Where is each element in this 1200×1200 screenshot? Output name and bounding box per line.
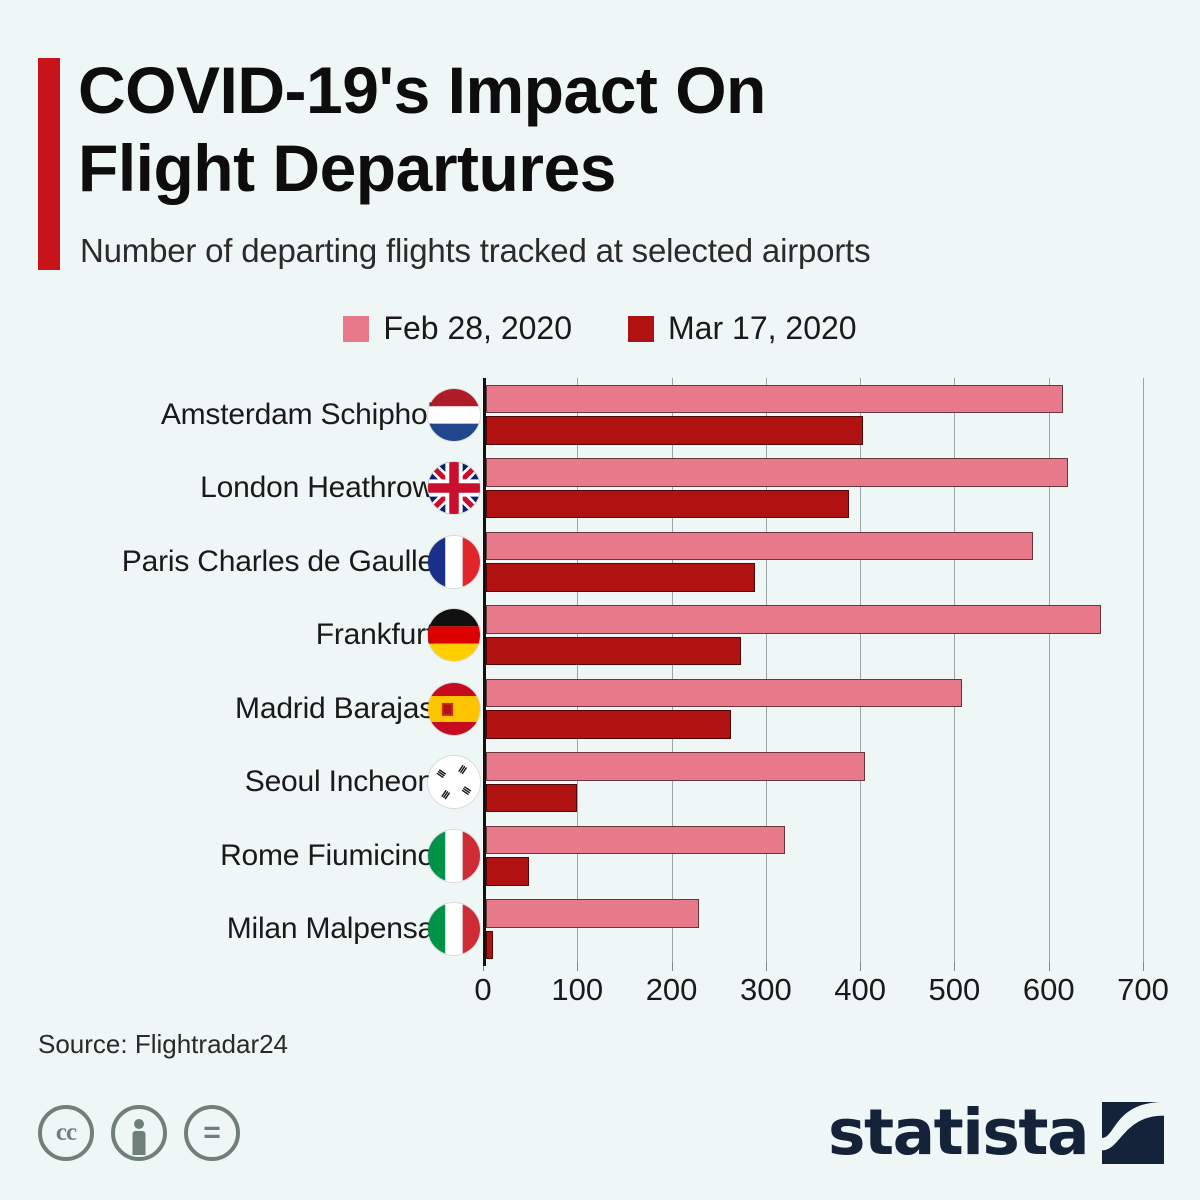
bar-feb-28-2020[interactable] — [486, 384, 1064, 414]
category-label: Frankfurt — [315, 618, 434, 652]
x-tick-400 — [860, 962, 862, 971]
category-label: Paris Charles de Gaulle — [121, 544, 434, 578]
bar-feb-28-2020[interactable] — [486, 825, 785, 855]
x-tick-500 — [954, 962, 956, 971]
bar-feb-28-2020[interactable] — [486, 752, 866, 781]
chart-rows: Amsterdam Schiphol London Heathrow Paris C… — [0, 378, 1200, 966]
legend-label-mar: Mar 17, 2020 — [668, 310, 857, 346]
legend-swatch-mar — [628, 315, 655, 342]
x-tick-100 — [577, 962, 579, 971]
x-axis: 0 100 200 300 400 500 600 700 — [0, 962, 1200, 1012]
plot-gridlines — [483, 378, 1144, 966]
page-subtitle: Number of departing flights tracked at s… — [80, 232, 871, 269]
flag-icon-germany — [428, 609, 480, 662]
x-tick-300 — [765, 962, 767, 971]
header: COVID-19's Impact On Flight Departures N… — [0, 0, 1200, 290]
bar-feb-28-2020[interactable] — [486, 899, 700, 928]
bar-mar-17-2020[interactable] — [486, 857, 530, 886]
by-person-icon[interactable] — [111, 1105, 167, 1161]
page-title: COVID-19's Impact On Flight Departures — [78, 53, 766, 205]
gridline-500 — [954, 378, 956, 966]
bar-group — [486, 525, 1186, 599]
title-accent-bar — [38, 58, 60, 270]
license-icons: cc = — [38, 1105, 240, 1161]
bar-feb-28-2020[interactable] — [486, 458, 1068, 487]
x-tick-label: 300 — [739, 972, 792, 1007]
x-tick-label: 100 — [551, 972, 604, 1007]
chart-row: Frankfurt — [0, 599, 1200, 673]
bar-mar-17-2020[interactable] — [486, 930, 493, 960]
legend-item-feb[interactable]: Feb 28, 2020 — [343, 310, 572, 347]
x-tick-0 — [483, 962, 484, 971]
bar-group — [486, 378, 1186, 452]
bar-mar-17-2020[interactable] — [486, 710, 732, 739]
chart-row: London Heathrow — [0, 452, 1200, 526]
bar-chart: Amsterdam Schiphol London Heathrow Paris C… — [0, 378, 1200, 966]
gridline-300 — [765, 378, 767, 966]
flag-icon-south-korea — [428, 756, 480, 809]
legend-label-feb: Feb 28, 2020 — [383, 310, 573, 346]
x-tick-label: 0 — [474, 972, 492, 1007]
gridline-600 — [1048, 378, 1050, 966]
x-tick-label: 500 — [928, 972, 981, 1007]
category-label: Amsterdam Schiphol — [160, 397, 434, 431]
legend-item-mar[interactable]: Mar 17, 2020 — [628, 310, 857, 347]
x-tick-label: 600 — [1022, 972, 1075, 1007]
flag-icon-united-kingdom — [428, 462, 480, 515]
statista-mark-icon — [1102, 1101, 1164, 1164]
gridline-200 — [671, 378, 673, 966]
gridline-400 — [860, 378, 862, 966]
bar-mar-17-2020[interactable] — [486, 636, 741, 666]
legend-swatch-feb — [343, 315, 370, 342]
bar-feb-28-2020[interactable] — [486, 531, 1033, 561]
category-label: Seoul Incheon — [244, 765, 434, 799]
statista-logo[interactable]: statista — [828, 1096, 1164, 1169]
flag-icon-france — [428, 535, 480, 588]
x-tick-label: 700 — [1117, 972, 1169, 1007]
flag-icon-italy — [428, 829, 480, 882]
x-tick-200 — [671, 962, 673, 971]
category-label: Rome Fiumicino — [220, 838, 434, 872]
bar-feb-28-2020[interactable] — [486, 605, 1101, 634]
chart-row: Paris Charles de Gaulle — [0, 525, 1200, 599]
bar-mar-17-2020[interactable] — [486, 563, 755, 592]
category-label: London Heathrow — [200, 471, 434, 505]
flag-icon-italy — [428, 903, 480, 956]
bar-group — [486, 452, 1186, 526]
source-note: Source: Flightradar24 — [38, 1029, 289, 1059]
chart-row: Milan Malpensa — [0, 893, 1200, 967]
gridline-100 — [577, 378, 579, 966]
bar-group — [486, 672, 1186, 746]
bar-group — [486, 893, 1186, 967]
bar-group — [486, 819, 1186, 893]
x-tick-600 — [1048, 962, 1050, 971]
bar-mar-17-2020[interactable] — [486, 783, 577, 813]
nd-equals-icon[interactable]: = — [184, 1105, 240, 1161]
cc-icon[interactable]: cc — [38, 1105, 94, 1161]
bar-group — [486, 599, 1186, 673]
bar-mar-17-2020[interactable] — [486, 416, 864, 445]
flag-icon-netherlands — [428, 388, 480, 441]
y-axis-line — [483, 378, 486, 966]
chart-row: Madrid Barajas — [0, 672, 1200, 746]
category-label: Madrid Barajas — [235, 691, 434, 725]
bar-group — [486, 746, 1186, 820]
x-tick-700 — [1143, 962, 1144, 971]
bar-mar-17-2020[interactable] — [486, 489, 849, 519]
chart-row: Seoul Incheon — [0, 746, 1200, 820]
x-tick-label: 200 — [645, 972, 698, 1007]
gridline-700 — [1143, 378, 1144, 966]
x-tick-label: 400 — [834, 972, 887, 1007]
statista-wordmark: statista — [828, 1096, 1089, 1169]
chart-legend: Feb 28, 2020 Mar 17, 2020 — [0, 310, 1200, 347]
category-label: Milan Malpensa — [226, 912, 435, 946]
chart-row: Rome Fiumicino — [0, 819, 1200, 893]
flag-icon-spain — [428, 682, 480, 735]
bar-feb-28-2020[interactable] — [486, 678, 963, 708]
chart-row: Amsterdam Schiphol — [0, 378, 1200, 452]
